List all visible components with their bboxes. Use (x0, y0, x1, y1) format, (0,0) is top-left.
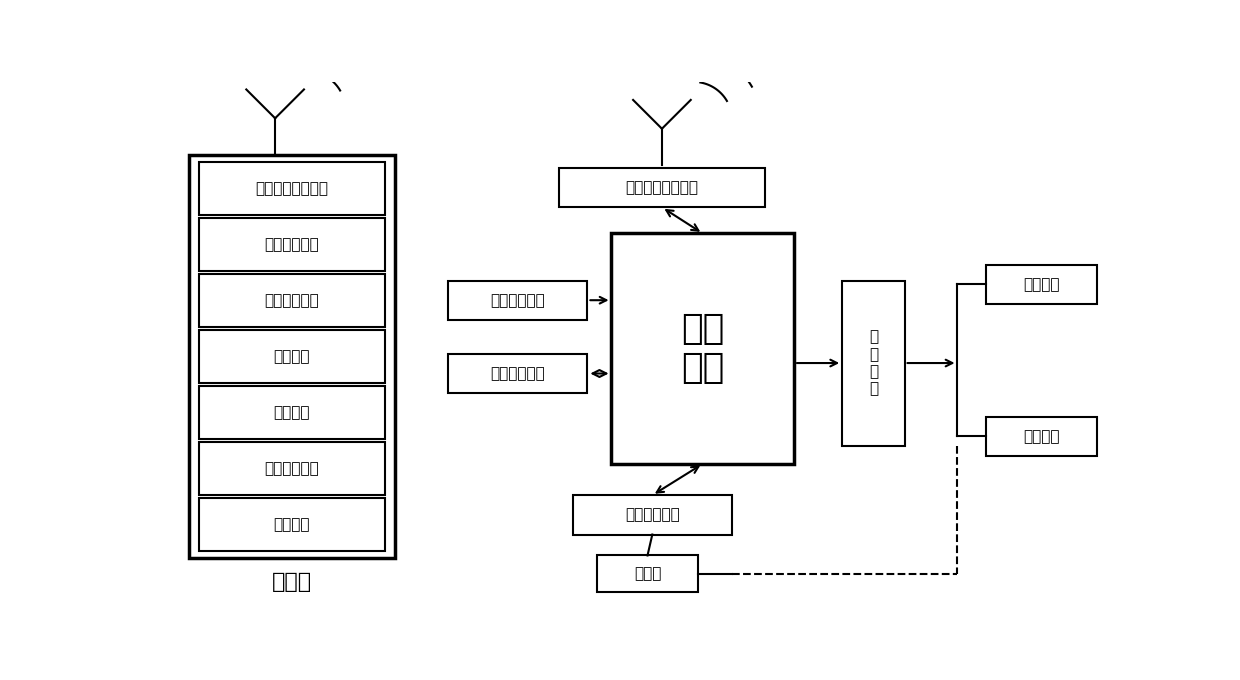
Bar (448, 354, 588, 393)
Text: 第二无线通信单元: 第二无线通信单元 (255, 181, 329, 196)
Bar (200, 330, 384, 383)
Bar (200, 442, 384, 495)
Text: 第一无线通信单元: 第一无线通信单元 (625, 180, 698, 195)
Text: 边界检测单元: 边界检测单元 (264, 293, 320, 308)
Text: 标注单元: 标注单元 (274, 349, 310, 364)
Bar (200, 498, 384, 551)
Text: 推送单元: 推送单元 (274, 517, 310, 532)
Bar (188, 155, 396, 558)
Text: 主控
模块: 主控 模块 (681, 312, 724, 386)
Text: 服务器: 服务器 (272, 572, 312, 592)
Bar (986, 265, 1096, 304)
Bar (200, 386, 384, 439)
Bar (986, 417, 1096, 456)
Bar (200, 218, 384, 271)
Bar (842, 281, 905, 445)
Text: 锂电池: 锂电池 (634, 566, 661, 581)
Bar (448, 281, 588, 320)
Text: 显示单元: 显示单元 (1023, 277, 1060, 292)
Bar (200, 274, 384, 327)
Text: 第一存储单元: 第一存储单元 (490, 366, 546, 381)
Text: 距离检测单元: 距离检测单元 (264, 237, 320, 252)
Text: 驱
动
单
元: 驱 动 单 元 (869, 329, 878, 396)
Text: 振动单元: 振动单元 (1023, 429, 1060, 444)
Text: 位置检测单元: 位置检测单元 (490, 292, 546, 308)
Bar (596, 556, 698, 592)
Bar (611, 233, 794, 464)
Bar (558, 168, 765, 207)
Text: 第二存储单元: 第二存储单元 (264, 461, 320, 476)
Text: 电源管理单元: 电源管理单元 (625, 507, 680, 522)
Bar (200, 162, 384, 216)
Text: 比较单元: 比较单元 (274, 405, 310, 420)
Bar (573, 495, 732, 534)
